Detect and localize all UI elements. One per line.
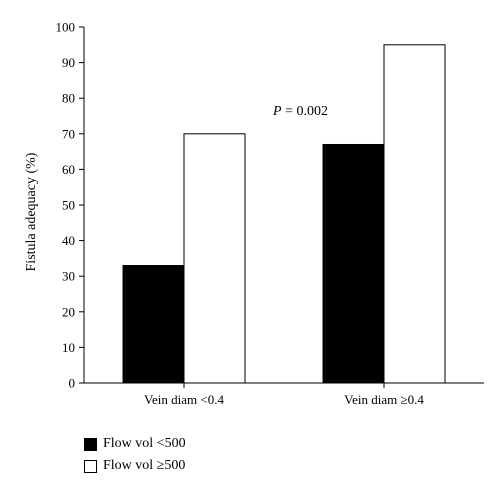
legend-label: Flow vol ≥500 [103, 458, 186, 473]
bar-flow-lt-500 [122, 265, 185, 384]
y-axis-ticks: 0 10 20 30 40 50 60 70 80 90 100 [56, 20, 84, 391]
y-tick-label: 70 [62, 126, 75, 141]
bar-flow-ge-500 [183, 133, 246, 384]
x-tick-label: Vein diam ≥0.4 [344, 392, 424, 407]
legend-swatch-white [84, 459, 97, 473]
p-value-annotation: P = 0.002 [272, 104, 328, 119]
legend-item-flow-lt-500: Flow vol <500 [84, 433, 186, 455]
x-axis-tick-labels: Vein diam <0.4 Vein diam ≥0.4 [144, 383, 424, 407]
y-axis-title: Fistula adequacy (%) [24, 152, 39, 271]
legend-item-flow-ge-500: Flow vol ≥500 [84, 455, 186, 477]
y-tick-label: 40 [62, 233, 75, 248]
y-tick-label: 20 [62, 304, 75, 319]
y-tick-label: 0 [69, 376, 76, 391]
p-value-text: = 0.002 [282, 104, 328, 119]
y-tick-label: 90 [62, 55, 75, 70]
legend-swatch-black [84, 437, 97, 451]
y-tick-label: 80 [62, 91, 75, 106]
legend: Flow vol <500 Flow vol ≥500 [84, 433, 186, 477]
y-tick-label: 10 [62, 340, 75, 355]
bar-flow-ge-500 [383, 44, 446, 384]
y-tick-label: 100 [56, 20, 76, 35]
y-tick-label: 50 [62, 198, 75, 213]
bar-flow-lt-500 [322, 143, 385, 384]
x-tick-label: Vein diam <0.4 [144, 392, 224, 407]
p-value-symbol: P [272, 104, 282, 119]
y-tick-label: 60 [62, 162, 75, 177]
legend-label: Flow vol <500 [103, 436, 186, 451]
y-tick-label: 30 [62, 269, 75, 284]
bars [122, 44, 446, 384]
